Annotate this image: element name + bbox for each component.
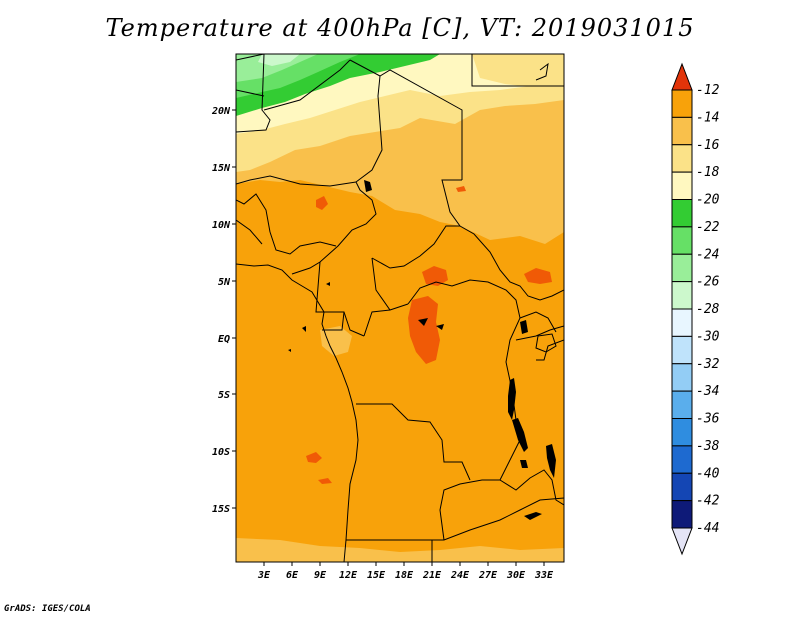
lakes (288, 180, 557, 520)
lon-label: 21E (422, 570, 442, 581)
patch-minus-12-b (422, 266, 448, 286)
lon-label: 27E (478, 570, 498, 581)
colorbar-box (671, 281, 693, 310)
patch-minus-16-low (236, 538, 564, 562)
colorbar-label: -36 (696, 412, 720, 427)
lon-label: 24E (450, 570, 470, 581)
colorbar-label: -40 (696, 466, 720, 481)
credit-label: GrADS: IGES/COLA (4, 604, 91, 614)
lat-label: 5N (218, 277, 231, 288)
colorbar-box (671, 144, 693, 173)
patch-minus-12-g (318, 478, 332, 484)
lon-label: 12E (339, 570, 358, 581)
lat-label: 10N (212, 220, 231, 231)
lake-tumba (436, 324, 444, 330)
colorbar-box (671, 472, 693, 502)
band-minus-20-right (472, 54, 564, 88)
map-frame (235, 53, 565, 563)
colorbar-box (671, 445, 693, 474)
patch-minus-12-c (524, 268, 552, 284)
colorbar-box (671, 89, 693, 118)
colorbar-box (671, 199, 693, 228)
lake-malawi (546, 444, 556, 478)
colorbar-label: -26 (696, 275, 720, 290)
patch-minus-12-d (316, 196, 328, 210)
colorbar-label: -14 (696, 110, 719, 125)
lon-label: 33E (534, 570, 554, 581)
lake-mai-ndombe (418, 318, 428, 326)
lat-axis (232, 109, 236, 509)
colorbar-label: -42 (696, 494, 720, 509)
lake-victoria (535, 333, 557, 353)
colorbar-label: -24 (696, 247, 719, 262)
lake-mweru (520, 460, 528, 468)
colorbar-label: -38 (696, 439, 720, 454)
colorbar-label: -12 (696, 83, 720, 98)
lon-label: 9E (314, 570, 327, 581)
lon-label: 6E (286, 570, 299, 581)
colorbar-label: -22 (696, 220, 720, 235)
lon-axis (263, 562, 545, 566)
patch-minus-12-e (306, 452, 322, 463)
colorbar-label: -32 (696, 357, 720, 372)
colorbar-box (671, 500, 693, 529)
lake-chad (364, 180, 372, 192)
lat-labels: 20N 15N 10N 5N EQ 5S 10S 15S (211, 106, 231, 515)
colorbar-labels: -12 -14 -16 -18 -20 -22 -24 -26 -28 -30 -32 -34 -36 -… (696, 83, 720, 536)
patch-minus-12-a (408, 296, 440, 364)
lake-albert (520, 320, 528, 334)
colorbar-box (671, 226, 693, 255)
coastline (236, 263, 359, 562)
lon-label: 30E (506, 570, 526, 581)
band-minus-28 (258, 54, 300, 66)
colorbar-label: -34 (696, 384, 719, 399)
colorbar-label: -44 (696, 521, 719, 536)
map-title: Temperature at 400hPa [C], VT: 201903101… (105, 14, 695, 42)
colorbar-top-arrow (671, 62, 693, 91)
colorbar-box (671, 363, 693, 392)
colorbar-box (671, 253, 693, 283)
borders (236, 54, 564, 562)
colorbar-box (671, 335, 693, 365)
lon-label: 3E (257, 570, 271, 581)
colorbar-label: -28 (696, 302, 720, 317)
lat-label: 15S (212, 504, 230, 515)
colorbar-box (671, 418, 693, 447)
colorbar-label: -16 (696, 138, 720, 153)
colorbar-box (671, 116, 693, 146)
lake-tanganyika (512, 418, 528, 452)
band-minus-26 (236, 54, 318, 82)
lat-label: 5S (218, 390, 230, 401)
colorbar: -12 -14 -16 -18 -20 -22 -24 -26 -28 -30 -32 -34 -36 -… (671, 62, 720, 556)
lat-label: EQ (218, 334, 230, 345)
colorbar-box (671, 308, 693, 337)
lat-label: 15N (212, 163, 231, 174)
lake-kivu (508, 378, 516, 420)
colorbar-box (671, 171, 693, 200)
lon-labels: 3E 6E 9E 12E 15E 18E 21E 24E 27E 30E 33E (257, 570, 554, 581)
temperature-field (236, 54, 564, 562)
lake-kariba (524, 512, 542, 520)
colorbar-boxes (671, 89, 693, 529)
colorbar-bottom-arrow (671, 527, 693, 556)
colorbar-box (671, 390, 693, 419)
colorbar-label: -18 (696, 165, 720, 180)
patch-minus-12-f (456, 186, 466, 192)
lat-label: 10S (212, 447, 230, 458)
lat-label: 20N (211, 106, 231, 117)
lon-label: 18E (395, 570, 414, 581)
lon-label: 15E (367, 570, 386, 581)
patch-minus-16-gulf (320, 326, 352, 356)
colorbar-label: -20 (696, 193, 720, 208)
colorbar-label: -30 (696, 329, 720, 344)
